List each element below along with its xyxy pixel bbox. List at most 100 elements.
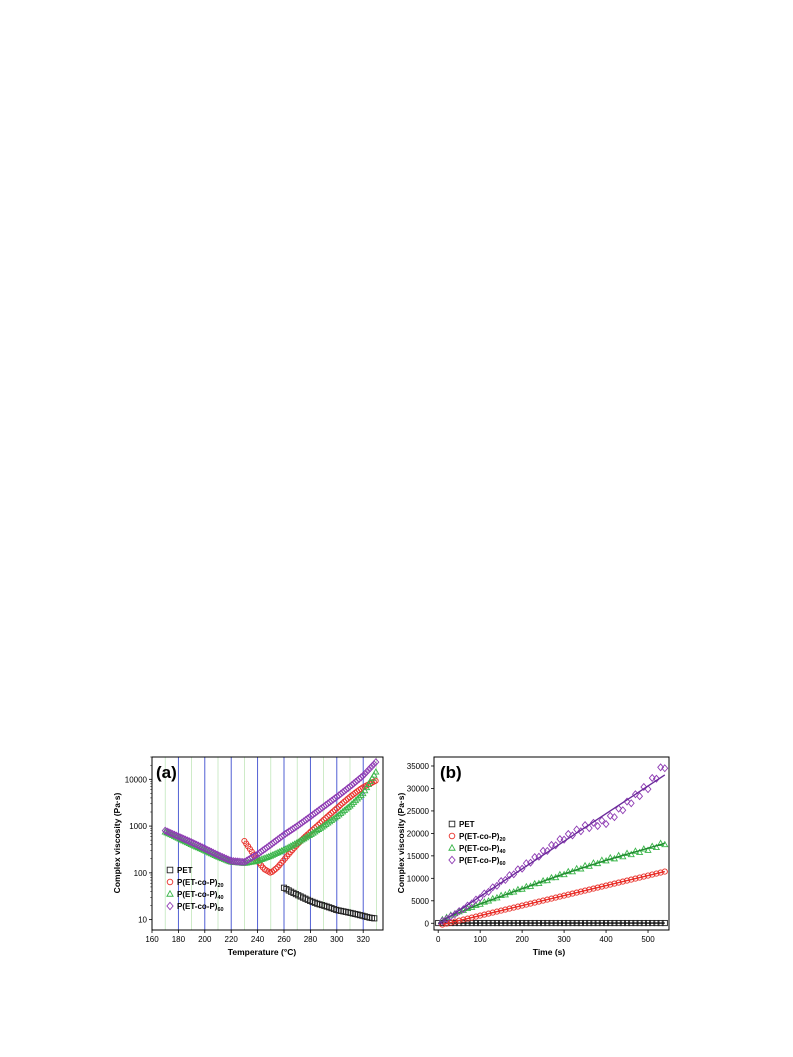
panel-b-frame [433, 756, 670, 931]
panel-b-series-3-point [602, 819, 610, 829]
panel-a-series-3-point [363, 767, 371, 777]
panel-b-series-2-point [564, 867, 572, 875]
panel-a-series-3-point [365, 765, 372, 775]
panel-b-series-3-point [606, 811, 614, 820]
panel-a-series-1-point [259, 864, 266, 871]
panel-a-series-3-point [189, 838, 197, 848]
panel-a-series-1-point [342, 797, 350, 804]
panel-a-series-3-point [224, 855, 232, 864]
panel-a-series-2-point [364, 780, 373, 787]
panel-a-series-3-point [368, 761, 376, 771]
panel-b-legend-label-0: PET [459, 820, 475, 829]
x-tick-label: 320 [357, 935, 371, 944]
x-tick-label: 160 [145, 935, 159, 944]
panel-a-series-2-point [363, 783, 371, 791]
panel-a-series-1-point [341, 798, 348, 805]
panel-a-series-1-point [372, 777, 379, 784]
panel-a-series-1-point [331, 806, 339, 813]
panel-a-series-1-point [344, 795, 351, 802]
panel-a-series-3-point [178, 833, 186, 843]
panel-b-series-3-point [560, 835, 568, 844]
panel-b-series-3-point [556, 834, 564, 844]
panel-a: 160 180 200 220 240 260 280 300 320 10 100 1000 100… [112, 756, 384, 957]
panel-a-series-1-point [337, 801, 344, 809]
panel-a-series-1-point [330, 808, 337, 815]
panel-a-series-3-point [180, 834, 188, 843]
panel-a-series-1-point [346, 794, 353, 801]
y-tick-label: 35000 [407, 762, 430, 771]
panel-a-series-3-point [366, 763, 374, 773]
panel-a-x-ticks: 160 180 200 220 240 260 280 300 320 [145, 930, 370, 944]
panel-a-series-2-point [346, 802, 354, 809]
panel-a-series-3-point [361, 769, 369, 778]
panel-b-legend-label-1: P(ET-co-P)20 [459, 832, 506, 843]
y-tick-label: 0 [425, 919, 430, 928]
panel-b-series-2-point [656, 839, 665, 846]
x-tick-label: 220 [225, 935, 239, 944]
panel-a-series-2-point [370, 771, 378, 778]
panel-a-series-3-point [198, 843, 206, 852]
panel-a-series-3-point [165, 828, 173, 837]
panel-b-series-2-point [497, 891, 505, 899]
y-tick-label: 5000 [411, 897, 429, 906]
x-tick-label: 500 [641, 935, 655, 944]
panel-a-series-2-point [355, 793, 363, 800]
y-tick-label: 15000 [407, 852, 430, 861]
y-tick-label: 30000 [407, 784, 430, 793]
panel-a-series-1-point [328, 810, 335, 817]
panel-b-label: (b) [440, 763, 462, 782]
panel-a-series-2-point [366, 777, 374, 784]
panel-b-series-3-point [598, 816, 606, 825]
y-tick-label: 25000 [407, 807, 430, 816]
panel-b-series-3-point [468, 899, 476, 908]
panel-b-series-3-fit-line [437, 774, 666, 925]
panel-a-series-3-point [191, 839, 199, 848]
panel-a-series-3-point [195, 841, 202, 850]
panel-b-series-3-point [552, 841, 560, 850]
panel-a-series-2-point [372, 768, 380, 775]
y-tick-label: 10000 [407, 874, 430, 883]
panel-a-series-3-point [174, 832, 182, 841]
panel-a-series-2-point [348, 800, 356, 807]
panel-b-series-2-point [606, 853, 614, 861]
panel-a-series-2-point [353, 794, 362, 802]
panel-a-series-3-point [359, 771, 367, 780]
panel-b-legend-marker-3 [448, 855, 456, 865]
panel-a-label: (a) [156, 763, 177, 782]
panel-b-series-3-point [564, 829, 572, 838]
panel-a-series-3-point [204, 845, 212, 855]
panel-b-series-3-point [657, 763, 665, 772]
panel-b-series-1-fit-line [442, 870, 665, 926]
panel-a-series-3-point [222, 854, 230, 863]
x-tick-label: 180 [172, 935, 186, 944]
x-tick-label: 200 [198, 935, 212, 944]
panel-a-series-3-point [209, 848, 217, 857]
panel-b-series-3-point [476, 893, 484, 902]
panel-a-series-3-point [219, 852, 226, 862]
panel-a-series-2-point [351, 796, 360, 804]
y-tick-label: 100 [134, 869, 148, 878]
panel-a-series-3-point [211, 849, 219, 858]
panel-a-series-2-point [350, 798, 358, 805]
panel-b-series-3-point [661, 764, 669, 773]
panel-b-legend-marker-0 [448, 820, 456, 828]
panel-a-legend: PET P(ET-co-P)20P(ET-co-P)40P(ET-co-P)60 [166, 866, 224, 913]
panel-b-legend-marker-1 [448, 832, 456, 840]
panel-a-series-3-point [170, 830, 178, 839]
panel-b-series-3-point [594, 822, 602, 831]
panel-b-series-2-point [623, 849, 631, 856]
panel-a-series-3-point [206, 846, 214, 856]
panel-b-series-3-point [590, 818, 597, 827]
panel-a-legend-marker-2 [166, 889, 174, 897]
panel-a-series-3-point [176, 833, 184, 842]
panel-a-series-3-point [217, 852, 225, 861]
panel-a-series-3-point [167, 828, 175, 838]
panel-b-series-2-point [652, 843, 661, 851]
panel-b-series-3-point [581, 820, 589, 830]
panel-a-series-1-point [333, 805, 340, 812]
panel-b-series-2-point [581, 861, 589, 869]
panel-a-series-3-point [200, 844, 208, 853]
panel-a-series-3-point [169, 829, 177, 838]
x-tick-label: 400 [599, 935, 613, 944]
x-tick-label: 0 [436, 935, 441, 944]
